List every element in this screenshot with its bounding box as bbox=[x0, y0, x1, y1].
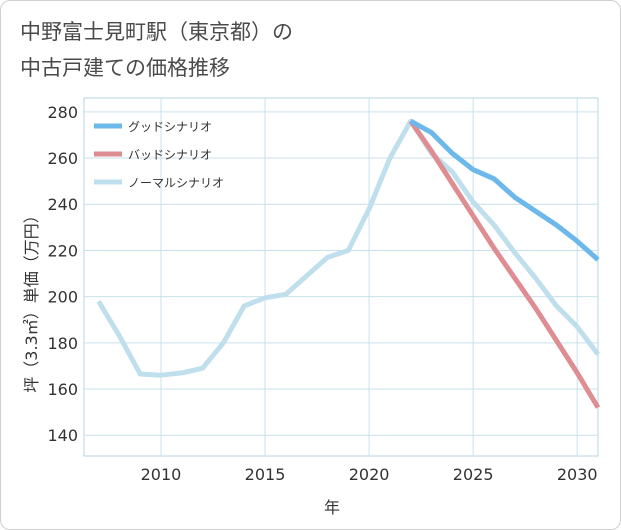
x-tick-label: 2020 bbox=[349, 465, 390, 484]
x-tick-label: 2030 bbox=[557, 465, 598, 484]
y-axis-label: 坪（3.3㎡）単価（万円） bbox=[22, 207, 41, 392]
grid-lines bbox=[84, 98, 598, 456]
y-tick-label: 160 bbox=[47, 380, 78, 399]
x-tick-label: 2010 bbox=[141, 465, 182, 484]
x-tick-label: 2015 bbox=[245, 465, 286, 484]
chart-title: 中野富士見町駅（東京都）の 中古戸建ての価格推移 bbox=[20, 14, 293, 86]
y-tick-label: 220 bbox=[47, 241, 78, 260]
legend-label: バッドシナリオ bbox=[128, 148, 212, 162]
x-tick-label: 2025 bbox=[453, 465, 494, 484]
y-tick-label: 180 bbox=[47, 334, 78, 353]
x-axis-label: 年 bbox=[324, 498, 340, 517]
y-tick-label: 240 bbox=[47, 195, 78, 214]
y-tick-label: 140 bbox=[47, 426, 78, 445]
series-line-2 bbox=[408, 119, 601, 409]
y-tick-label: 200 bbox=[47, 288, 78, 307]
chart-title-line1: 中野富士見町駅（東京都）の bbox=[20, 20, 293, 44]
y-tick-labels: 140 160 180 200 220 240 260 280 bbox=[47, 103, 78, 445]
x-tick-labels: 2010 2015 2020 2025 2030 bbox=[141, 465, 598, 484]
legend-label: ノーマルシナリオ bbox=[128, 176, 224, 190]
y-tick-label: 260 bbox=[47, 149, 78, 168]
chart-title-line2: 中古戸建ての価格推移 bbox=[20, 56, 230, 80]
legend-label: グッドシナリオ bbox=[128, 120, 212, 134]
series-line-1 bbox=[409, 118, 600, 262]
y-tick-label: 280 bbox=[47, 103, 78, 122]
series-lines bbox=[96, 118, 601, 409]
series-line-3 bbox=[96, 118, 600, 378]
